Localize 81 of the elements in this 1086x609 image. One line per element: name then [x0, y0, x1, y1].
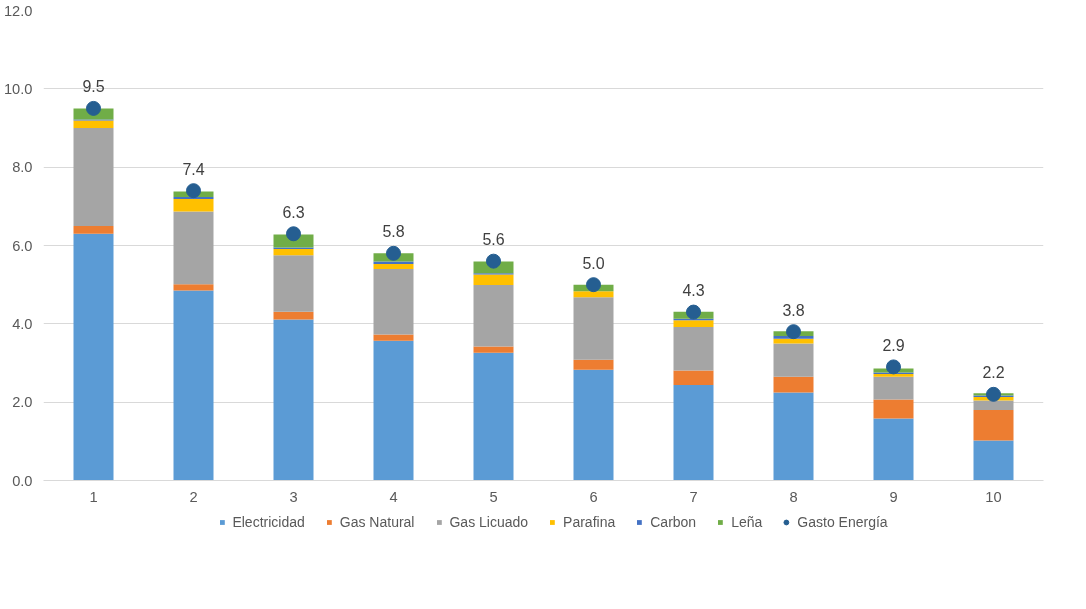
bar — [173, 290, 214, 481]
bar — [673, 326, 714, 371]
bar — [373, 340, 414, 481]
bar — [573, 297, 614, 360]
point — [486, 253, 501, 269]
bar — [73, 120, 114, 128]
bar — [473, 274, 514, 286]
bar — [773, 376, 814, 393]
x-tick-label: 1 — [89, 488, 98, 505]
legend-label: Gas Natural — [339, 514, 415, 530]
y-tick-label: 2.0 — [12, 394, 33, 411]
point — [86, 100, 101, 116]
bar — [673, 320, 714, 327]
bar — [173, 198, 214, 212]
point — [586, 277, 601, 293]
bar — [973, 410, 1014, 441]
point — [286, 226, 301, 242]
point — [686, 304, 701, 320]
bar — [373, 263, 414, 269]
legend-label: Gas Licuado — [449, 514, 529, 530]
data-label: 3.8 — [782, 301, 805, 319]
bar — [673, 370, 714, 385]
y-tick-label: 4.0 — [12, 315, 33, 332]
x-tick-label: 3 — [289, 488, 298, 505]
y-tick-label: 8.0 — [12, 159, 33, 176]
bar — [173, 284, 214, 291]
bar — [373, 269, 414, 335]
bar — [573, 291, 614, 298]
bar — [673, 384, 714, 481]
bar — [773, 343, 814, 377]
legend-label: Parafina — [563, 514, 616, 530]
point — [186, 183, 201, 199]
data-label: 5.6 — [482, 231, 505, 249]
bar — [173, 211, 214, 285]
legend-label: Carbon — [650, 514, 697, 530]
point — [886, 359, 901, 375]
data-label: 2.2 — [982, 364, 1005, 382]
bar — [273, 311, 314, 320]
data-label: 2.9 — [882, 336, 905, 354]
bar — [973, 400, 1014, 410]
data-label: 7.4 — [182, 160, 205, 178]
bar — [273, 255, 314, 312]
bar — [873, 399, 914, 419]
bar — [873, 376, 914, 400]
bar — [573, 369, 614, 481]
data-label: 5.8 — [382, 223, 405, 241]
data-label: 9.5 — [82, 78, 105, 96]
bar — [473, 346, 514, 353]
x-tick-label: 2 — [189, 488, 198, 505]
x-tick-label: 9 — [889, 488, 898, 505]
x-tick-label: 7 — [689, 488, 698, 505]
y-tick-label: 10.0 — [3, 80, 33, 97]
bar — [473, 352, 514, 481]
x-tick-label: 5 — [489, 488, 498, 505]
x-tick-label: 6 — [589, 488, 598, 505]
y-tick-label: 6.0 — [12, 237, 33, 254]
bar — [873, 418, 914, 481]
y-tick-label: 12.0 — [3, 2, 33, 19]
bar — [773, 392, 814, 481]
bar — [273, 319, 314, 481]
point — [786, 324, 801, 340]
bar — [473, 285, 514, 347]
point — [386, 245, 401, 261]
x-tick-label: 10 — [985, 488, 1002, 505]
point — [986, 386, 1001, 402]
bar — [73, 225, 114, 234]
legend-label: Electricidad — [232, 514, 305, 530]
data-label: 5.0 — [582, 254, 605, 272]
y-tick-label: 0.0 — [12, 472, 33, 489]
legend-label: Leña — [731, 514, 763, 530]
data-label: 4.3 — [682, 282, 705, 300]
bar — [73, 233, 114, 481]
bar — [73, 128, 114, 226]
x-tick-label: 4 — [389, 488, 398, 505]
legend-label: Gasto Energía — [797, 514, 888, 530]
bar — [273, 249, 314, 256]
x-tick-label: 8 — [789, 488, 798, 505]
bar — [373, 334, 414, 341]
data-label: 6.3 — [282, 203, 305, 221]
bar — [973, 440, 1014, 481]
bar — [573, 359, 614, 370]
